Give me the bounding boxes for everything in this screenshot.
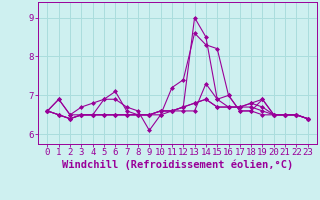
X-axis label: Windchill (Refroidissement éolien,°C): Windchill (Refroidissement éolien,°C) [62, 160, 293, 170]
